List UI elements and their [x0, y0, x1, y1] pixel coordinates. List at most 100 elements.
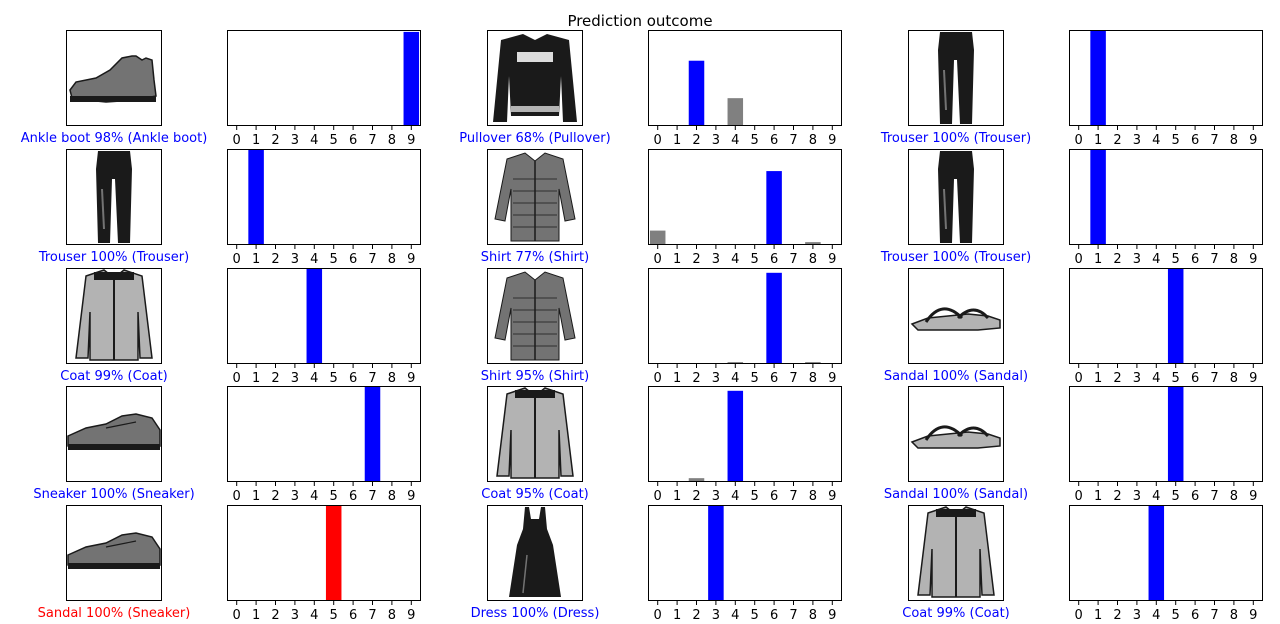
x-tick-label: 1 [1094, 489, 1102, 504]
x-tick-label: 6 [1191, 133, 1199, 148]
x-tick-label: 0 [1075, 252, 1083, 267]
x-tick-label: 2 [271, 371, 279, 386]
bar-axes-background [1069, 505, 1263, 601]
x-tick-label: 8 [809, 133, 817, 148]
probability-bar [766, 272, 782, 364]
x-tick-label: 7 [789, 608, 797, 623]
x-tick-label: 3 [712, 489, 720, 504]
x-tick-label: 6 [349, 133, 357, 148]
figure-title: Prediction outcome [567, 12, 712, 30]
x-tick-label: 9 [407, 133, 415, 148]
x-tick-label: 9 [1249, 608, 1257, 623]
probability-bar [1167, 268, 1184, 364]
x-tick-label: 7 [368, 608, 376, 623]
x-tick-label: 3 [291, 133, 299, 148]
image-frame [66, 149, 162, 245]
x-tick-label: 3 [291, 608, 299, 623]
image-panel [66, 386, 162, 482]
image-panel [66, 505, 162, 601]
x-tick-label: 6 [770, 252, 778, 267]
sandal-icon [910, 425, 1001, 449]
x-tick-label: 0 [654, 252, 662, 267]
image-panel [66, 268, 162, 364]
sneaker-icon [67, 413, 161, 450]
probability-bar [649, 230, 666, 245]
x-tick-label: 4 [1152, 608, 1160, 623]
x-tick-label: 6 [770, 608, 778, 623]
x-tick-label: 4 [1152, 371, 1160, 386]
prediction-caption: Trouser 100% (Trouser) [880, 250, 1031, 265]
probability-bar [325, 505, 342, 601]
x-tick-label: 9 [407, 252, 415, 267]
x-tick-label: 8 [1230, 133, 1238, 148]
x-tick-label: 2 [692, 133, 700, 148]
x-tick-label: 9 [1249, 489, 1257, 504]
x-tick-label: 1 [1094, 252, 1102, 267]
x-tick-label: 1 [673, 608, 681, 623]
x-tick-label: 5 [751, 133, 759, 148]
x-tick-label: 0 [233, 252, 241, 267]
bar-axes-frame [648, 505, 842, 601]
x-tick-label: 3 [291, 252, 299, 267]
x-tick-label: 1 [252, 133, 260, 148]
image-frame [487, 268, 583, 364]
x-tick-label: 4 [1152, 252, 1160, 267]
x-tick-label: 0 [1075, 371, 1083, 386]
coat-icon [917, 506, 995, 598]
prediction-caption: Trouser 100% (Trouser) [38, 250, 189, 265]
x-tick-label: 9 [407, 371, 415, 386]
prediction-caption: Shirt 77% (Shirt) [481, 250, 589, 265]
panel-grid: Ankle boot 98% (Ankle boot) 0 1 2 3 4 5 6 7 8 9 Pul… [21, 30, 1263, 623]
prediction-caption: Dress 100% (Dress) [471, 606, 600, 621]
x-tick-label: 7 [1210, 608, 1218, 623]
x-tick-label: 6 [1191, 489, 1199, 504]
bar-axes-frame [648, 268, 842, 364]
probability-bar [708, 505, 724, 601]
prediction-caption: Ankle boot 98% (Ankle boot) [21, 131, 208, 146]
x-tick-label: 6 [349, 608, 357, 623]
bar-axes-background [648, 268, 842, 364]
coat-icon [75, 269, 153, 361]
image-panel [66, 30, 162, 126]
x-tick-label: 4 [310, 608, 318, 623]
probability-bar [688, 478, 705, 482]
x-tick-label: 8 [388, 608, 396, 623]
x-tick-label: 4 [1152, 489, 1160, 504]
x-tick-label: 2 [1113, 252, 1121, 267]
x-tick-label: 7 [1210, 133, 1218, 148]
bar-axes-background [1069, 268, 1263, 364]
image-panel [908, 268, 1004, 364]
x-tick-label: 5 [1172, 133, 1180, 148]
x-tick-label: 3 [712, 133, 720, 148]
trouser-icon [938, 32, 974, 124]
trouser-icon [96, 151, 132, 243]
bar-axes-frame [227, 505, 421, 601]
x-tick-label: 3 [712, 371, 720, 386]
x-tick-label: 2 [1113, 371, 1121, 386]
x-tick-label: 0 [1075, 489, 1083, 504]
image-frame [908, 505, 1004, 601]
bar-axes-background [648, 149, 842, 245]
x-tick-label: 6 [1191, 252, 1199, 267]
x-tick-label: 9 [828, 371, 836, 386]
probability-bar [1090, 30, 1106, 126]
x-tick-label: 1 [252, 489, 260, 504]
x-tick-label: 8 [1230, 489, 1238, 504]
bar-axes-frame [227, 386, 421, 482]
bar-axes-background [227, 268, 421, 364]
probability-bar [766, 171, 782, 245]
bar-axes-frame [648, 149, 842, 245]
bar-axes-frame [1069, 386, 1263, 482]
x-tick-label: 1 [252, 371, 260, 386]
prediction-caption: Coat 95% (Coat) [481, 487, 589, 502]
x-tick-label: 8 [1230, 252, 1238, 267]
x-tick-label: 2 [1113, 489, 1121, 504]
x-tick-label: 5 [330, 371, 338, 386]
x-tick-label: 8 [809, 252, 817, 267]
x-tick-label: 1 [1094, 133, 1102, 148]
